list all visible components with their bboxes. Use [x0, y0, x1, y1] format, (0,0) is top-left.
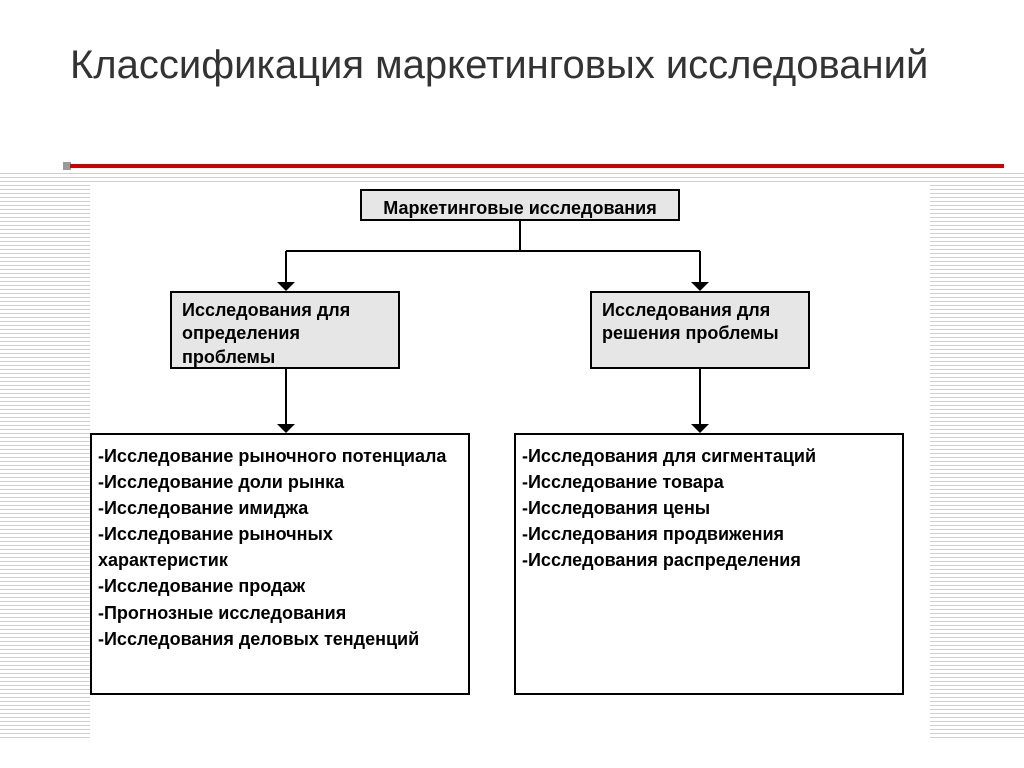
slide-title: Классификация маркетинговых исследований [70, 40, 954, 90]
classification-diagram: Маркетинговые исследования Исследования … [90, 185, 930, 740]
connectors [90, 185, 930, 745]
title-underline [70, 164, 1004, 168]
